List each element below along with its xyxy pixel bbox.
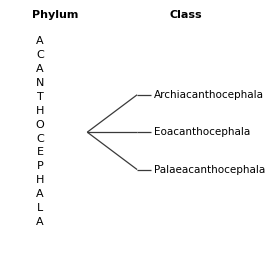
Text: C: C [36,134,44,144]
Text: E: E [37,147,44,158]
Text: A: A [36,189,44,199]
Text: Palaeacanthocephala: Palaeacanthocephala [154,164,265,175]
Text: P: P [37,161,43,171]
Text: Archiacanthocephala: Archiacanthocephala [154,90,264,100]
Text: Phylum: Phylum [32,10,78,20]
Text: Class: Class [169,10,202,20]
Text: H: H [36,106,44,116]
Text: A: A [36,36,44,46]
Text: L: L [37,203,43,213]
Text: O: O [36,120,45,130]
Text: H: H [36,175,44,185]
Text: C: C [36,50,44,60]
Text: T: T [37,92,43,102]
Text: Eoacanthocephala: Eoacanthocephala [154,127,250,137]
Text: A: A [36,64,44,74]
Text: A: A [36,217,44,227]
Text: N: N [36,78,44,88]
